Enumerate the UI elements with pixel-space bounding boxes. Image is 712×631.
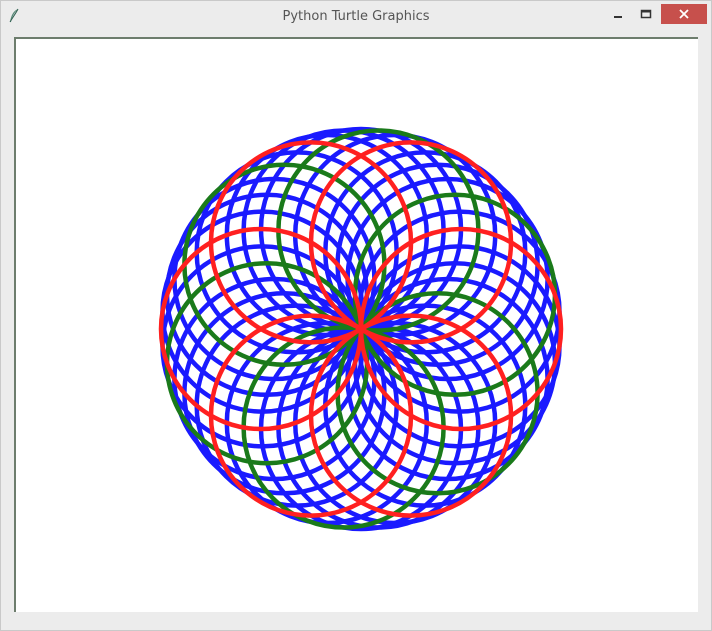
title-bar[interactable]: Python Turtle Graphics [1, 1, 711, 35]
window-title: Python Turtle Graphics [282, 9, 430, 24]
window-bottom-frame [1, 613, 711, 630]
minimize-button[interactable] [605, 4, 631, 24]
maximize-icon [640, 9, 652, 19]
close-icon [679, 9, 689, 19]
minimize-icon [614, 16, 622, 18]
maximize-button[interactable] [633, 4, 659, 24]
spirograph-drawing [158, 126, 564, 532]
feather-icon [7, 8, 21, 24]
spiro-circle-red [208, 140, 414, 345]
spiro-circle-red [308, 140, 514, 345]
turtle-canvas[interactable] [14, 37, 698, 612]
close-button[interactable] [661, 4, 707, 24]
